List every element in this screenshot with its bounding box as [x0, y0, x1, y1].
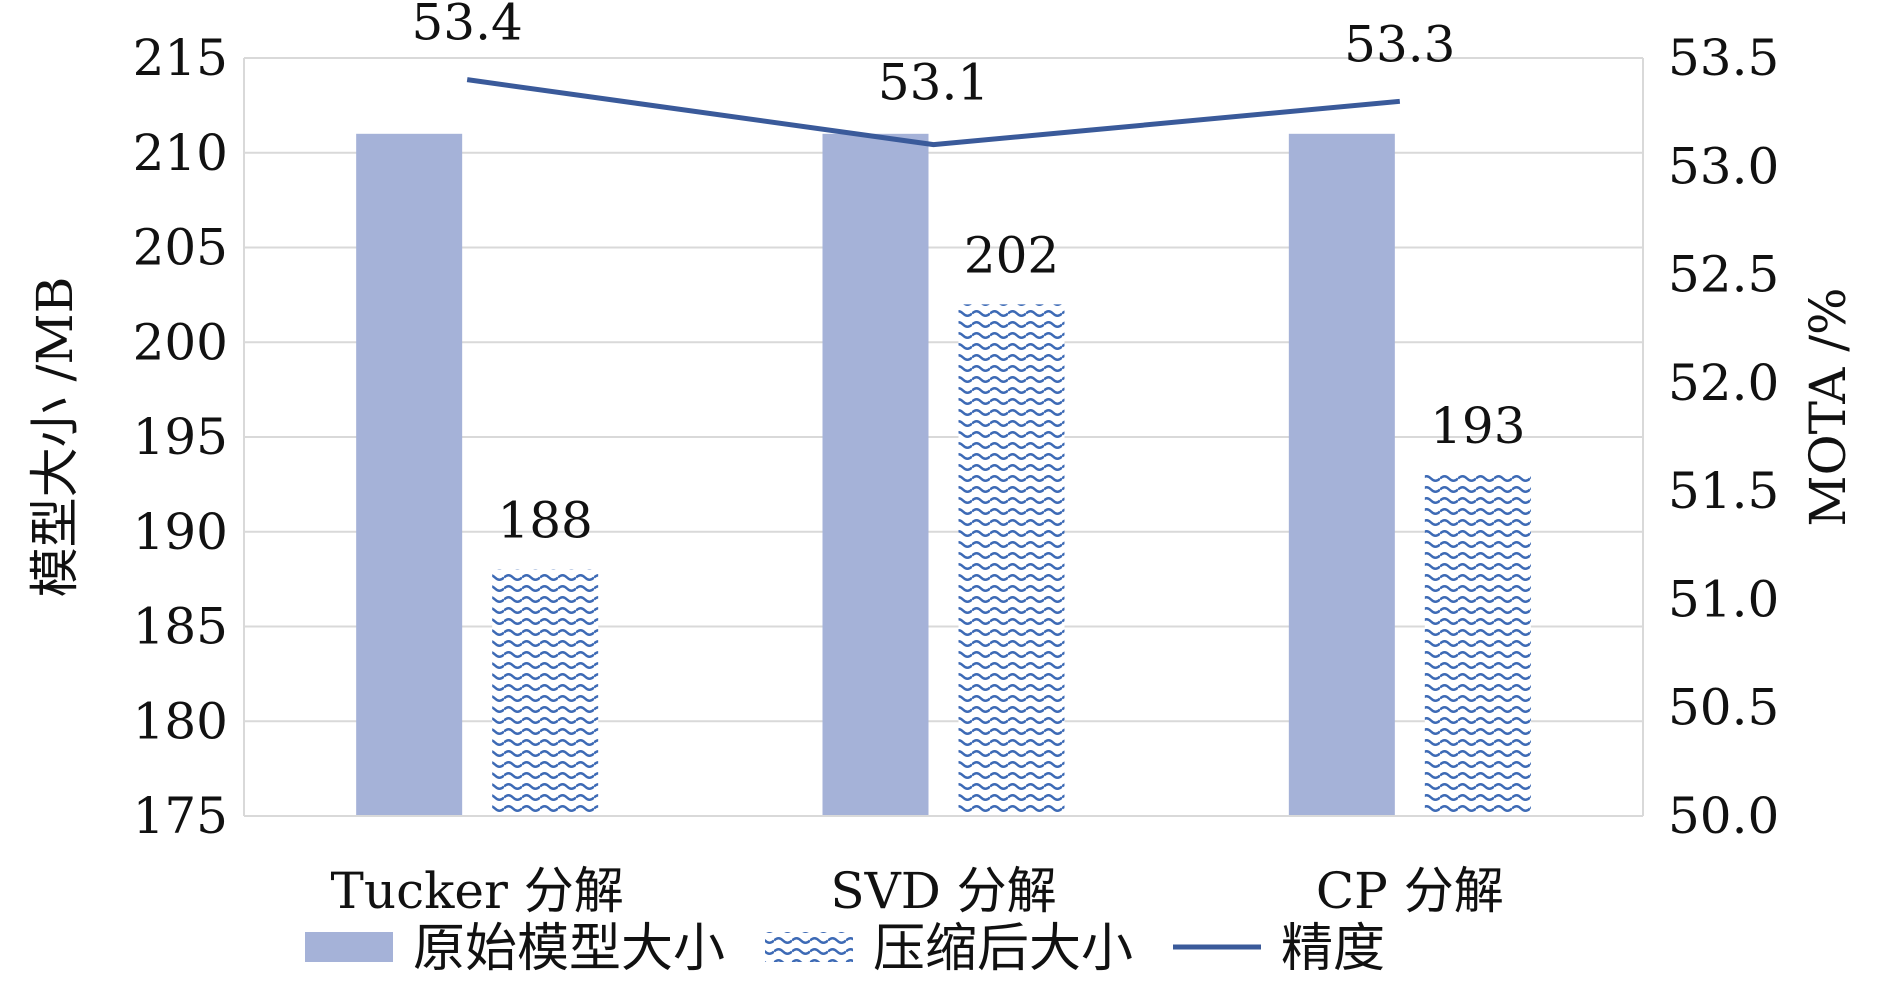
data-label: 53.4: [412, 0, 523, 52]
y-right-tick-label: 51.0: [1668, 570, 1779, 628]
y-left-tick-label: 190: [133, 503, 228, 561]
bar: [1425, 475, 1531, 816]
y-left-tick-label: 175: [133, 787, 228, 845]
y-right-tick-label: 50.0: [1668, 787, 1779, 845]
y-right-axis-title: MOTA /%: [1799, 287, 1857, 526]
legend-label: 压缩后大小: [873, 919, 1133, 979]
bar: [356, 134, 462, 816]
legend-label: 精度: [1281, 919, 1385, 979]
y-left-tick-label: 195: [133, 408, 228, 466]
data-label: 53.1: [878, 54, 989, 112]
y-left-axis-title: 模型大小 /MB: [26, 277, 84, 598]
y-left-tick-label: 200: [133, 313, 228, 371]
bar: [823, 134, 929, 816]
y-left-tick-label: 215: [133, 29, 228, 87]
bar: [959, 304, 1065, 816]
data-label: 193: [1430, 397, 1525, 455]
bar: [492, 570, 598, 816]
y-right-tick-label: 53.5: [1668, 29, 1779, 87]
legend-label: 原始模型大小: [413, 919, 725, 979]
legend-swatch: [765, 932, 853, 962]
bar: [1289, 134, 1395, 816]
legend: 原始模型大小 压缩后大小 精度: [305, 919, 1385, 979]
data-label: 188: [497, 492, 592, 550]
legend-swatch: [305, 932, 393, 962]
y-left-tick-label: 205: [133, 219, 228, 277]
y-right-tick-label: 51.5: [1668, 462, 1779, 520]
data-label: 53.3: [1344, 15, 1455, 73]
x-tick-label: CP 分解: [1316, 862, 1504, 920]
y-left-tick-label: 185: [133, 598, 228, 656]
y-left-tick-label: 210: [133, 124, 228, 182]
y-right-tick-label: 50.5: [1668, 679, 1779, 737]
y-right-tick-label: 52.5: [1668, 246, 1779, 304]
bars: [356, 134, 1531, 816]
axes: 175 180 185 190 195 200 205 210 215 50.0 50.5 51.0 5…: [26, 29, 1857, 920]
x-tick-label: SVD 分解: [830, 862, 1056, 920]
x-tick-label: Tucker 分解: [331, 862, 624, 920]
y-right-tick-label: 52.0: [1668, 354, 1779, 412]
y-left-tick-label: 180: [133, 692, 228, 750]
data-label: 202: [964, 226, 1059, 284]
y-right-tick-label: 53.0: [1668, 137, 1779, 195]
